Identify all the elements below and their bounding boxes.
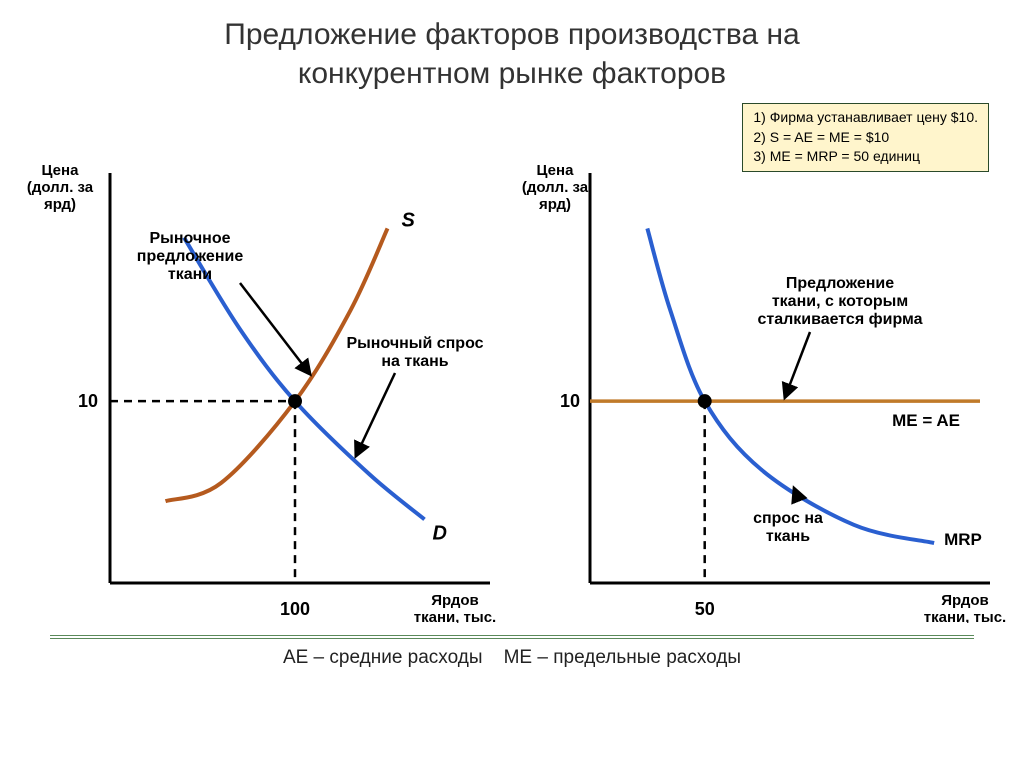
svg-text:MRP: MRP (944, 530, 982, 549)
svg-text:Ярдовткани, тыс.: Ярдовткани, тыс. (414, 592, 496, 623)
svg-text:Предложениеткани, с которымста: Предложениеткани, с которымсталкивается … (757, 275, 922, 328)
slide-title: Предложение факторов производства на кон… (20, 15, 1004, 93)
svg-text:Ярдовткани, тыс.: Ярдовткани, тыс. (924, 592, 1006, 623)
svg-text:Цена(долл. заярд): Цена(долл. заярд) (522, 162, 589, 213)
svg-text:10: 10 (560, 391, 580, 411)
svg-text:Рыночный спросна ткань: Рыночный спросна ткань (346, 335, 483, 370)
left-chart: Цена(долл. заярд) Ярдовткани, тыс. 10 100 S D… (20, 103, 510, 623)
info-line-1: 1) Фирма устанавливает цену $10. (753, 108, 978, 128)
right-chart: Цена(долл. заярд) Ярдовткани, тыс. 10 50 ME … (520, 103, 1010, 623)
info-box: 1) Фирма устанавливает цену $10. 2) S = … (742, 103, 989, 172)
svg-text:ME = AE: ME = AE (892, 411, 960, 430)
svg-text:50: 50 (695, 599, 715, 619)
title-line-1: Предложение факторов производства на (224, 18, 800, 51)
svg-text:Рыночноепредложениеткани: Рыночноепредложениеткани (137, 230, 244, 283)
svg-text:100: 100 (280, 599, 310, 619)
svg-text:10: 10 (78, 391, 98, 411)
title-line-2: конкурентном рынке факторов (298, 57, 726, 90)
svg-text:S: S (402, 209, 416, 231)
footer-divider (50, 635, 974, 639)
info-line-2: 2) S = AE = ME = $10 (753, 128, 978, 148)
footer-legend: AE – средние расходы ME – предельные рас… (20, 645, 1004, 669)
svg-text:спрос наткань: спрос наткань (753, 510, 823, 545)
info-line-3: 3) ME = MRP = 50 единиц (753, 147, 978, 167)
footer-ae: AE – средние расходы (283, 647, 483, 668)
charts-container: 1) Фирма устанавливает цену $10. 2) S = … (20, 103, 1004, 623)
svg-text:D: D (433, 522, 447, 544)
footer-me: ME – предельные расходы (504, 647, 741, 668)
svg-text:Цена(долл. заярд): Цена(долл. заярд) (27, 162, 94, 213)
